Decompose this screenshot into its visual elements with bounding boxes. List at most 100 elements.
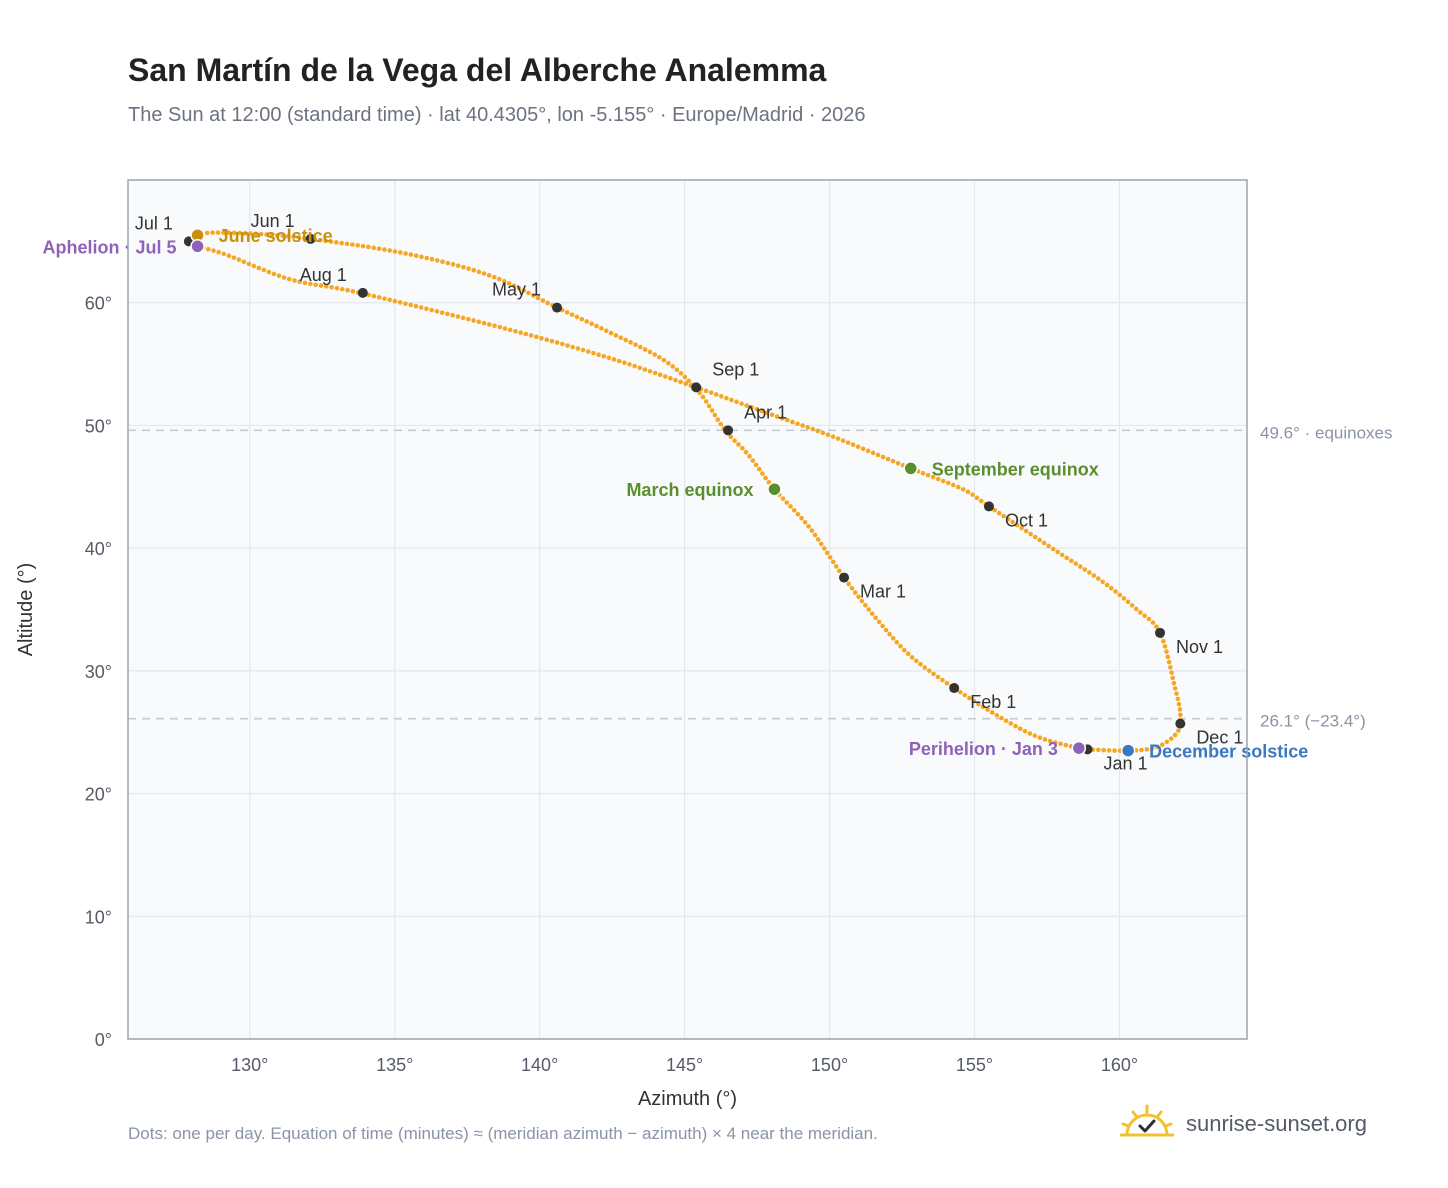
- daily-dot: [584, 319, 590, 324]
- daily-dot: [1027, 731, 1033, 736]
- daily-dot: [392, 249, 398, 254]
- daily-dot: [497, 324, 503, 330]
- daily-dot: [506, 281, 512, 286]
- daily-dot: [849, 585, 855, 591]
- daily-dot: [226, 230, 232, 235]
- daily-dot: [507, 327, 513, 333]
- month-markers: Jan 1 Feb 1 Mar 1 Apr 1 May 1 Jun 1 Jul 1 Aug 1…: [135, 211, 1244, 773]
- month-marker-label: Jan 1: [1104, 753, 1148, 773]
- daily-dot: [276, 273, 282, 279]
- daily-dot: [1058, 741, 1063, 747]
- daily-dot: [824, 550, 830, 556]
- daily-dot: [678, 371, 684, 376]
- month-marker-label: Nov 1: [1176, 637, 1223, 657]
- daily-dot: [1032, 534, 1038, 540]
- daily-dot: [806, 524, 811, 529]
- daily-dot: [313, 282, 318, 288]
- daily-dot: [876, 619, 882, 625]
- daily-dot: [1037, 735, 1043, 741]
- daily-dot: [623, 337, 629, 343]
- daily-dot: [398, 250, 403, 255]
- month-marker-label: Mar 1: [860, 582, 906, 602]
- brand[interactable]: sunrise-sunset.org: [1120, 1100, 1367, 1148]
- daily-dot: [318, 283, 324, 288]
- x-tick-label: 150°: [811, 1055, 848, 1075]
- event-marker: [767, 481, 782, 497]
- daily-dot: [366, 244, 371, 250]
- event-marker: [190, 239, 205, 254]
- daily-dot: [518, 330, 523, 335]
- daily-dot: [922, 665, 928, 670]
- daily-dot: [450, 312, 455, 318]
- month-marker: [357, 287, 368, 298]
- daily-dot: [996, 510, 1002, 516]
- daily-dot: [387, 248, 393, 253]
- daily-dot: [799, 515, 804, 521]
- daily-dot: [756, 466, 762, 472]
- month-marker-label: Oct 1: [1005, 510, 1048, 530]
- daily-dot: [894, 639, 900, 645]
- daily-dot: [719, 394, 724, 399]
- daily-dot: [1032, 733, 1038, 739]
- daily-dot: [985, 707, 990, 712]
- daily-dot: [491, 274, 497, 280]
- daily-dot: [540, 298, 546, 303]
- daily-dot: [382, 296, 387, 301]
- month-marker: [552, 302, 563, 313]
- daily-dot: [774, 414, 780, 419]
- daily-dot: [266, 269, 272, 275]
- daily-dot: [1023, 528, 1029, 534]
- daily-dot: [471, 267, 477, 273]
- chart-subtitle: The Sun at 12:00 (standard time) · lat 4…: [128, 104, 866, 126]
- brand-name[interactable]: sunrise-sunset.org: [1186, 1111, 1367, 1136]
- daily-dot: [549, 338, 555, 344]
- daily-dot: [434, 258, 440, 263]
- daily-dot: [657, 372, 663, 378]
- daily-dot: [613, 333, 619, 338]
- daily-dot: [1008, 721, 1014, 726]
- daily-dot: [1053, 740, 1058, 745]
- daily-dot: [1172, 686, 1178, 691]
- daily-dot: [1013, 723, 1018, 729]
- daily-dot: [815, 537, 821, 542]
- daily-dot: [628, 340, 633, 345]
- daily-dot: [236, 257, 242, 263]
- daily-dot: [324, 284, 329, 289]
- daily-dot: [579, 316, 585, 322]
- daily-dot: [544, 337, 550, 342]
- daily-dot: [460, 315, 466, 321]
- daily-dot: [875, 452, 881, 458]
- daily-dot: [1078, 564, 1083, 569]
- daily-dot: [682, 374, 688, 380]
- daily-dot: [371, 293, 377, 299]
- daily-dot: [371, 245, 377, 251]
- daily-dot: [408, 302, 413, 308]
- daily-dot: [790, 419, 795, 425]
- daily-dot: [850, 442, 856, 447]
- daily-dot: [242, 230, 248, 236]
- daily-dot: [1003, 718, 1009, 724]
- event-markers: June solstice December solstice March equi…: [43, 226, 1309, 761]
- event-label: September equinox: [932, 459, 1099, 479]
- daily-dot: [866, 607, 872, 612]
- daily-dot: [918, 661, 923, 667]
- daily-dot: [728, 434, 734, 440]
- month-marker-label: Apr 1: [744, 402, 787, 422]
- daily-dot: [564, 310, 570, 315]
- daily-dot: [1019, 525, 1024, 531]
- daily-dot: [930, 474, 936, 480]
- daily-dot: [531, 293, 536, 298]
- daily-dot: [511, 283, 517, 289]
- daily-dot: [403, 301, 408, 306]
- daily-dot: [476, 319, 482, 325]
- daily-dot: [231, 255, 237, 260]
- daily-dot: [860, 446, 866, 452]
- daily-dot: [248, 231, 253, 236]
- daily-dot: [1028, 531, 1033, 537]
- daily-dot: [708, 390, 714, 395]
- daily-dot: [574, 314, 580, 320]
- daily-dot: [328, 239, 334, 244]
- daily-dot: [846, 581, 852, 587]
- daily-dot: [608, 330, 614, 336]
- daily-dot: [1050, 546, 1056, 552]
